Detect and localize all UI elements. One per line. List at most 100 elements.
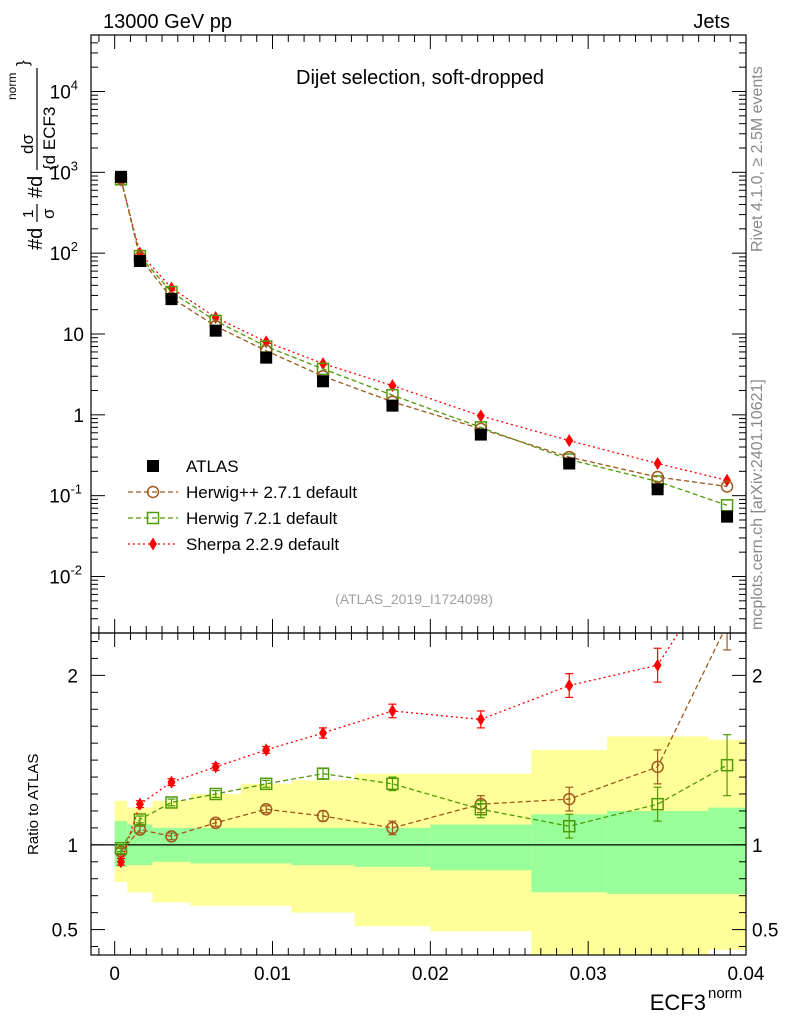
y-tick-exp: -2 xyxy=(70,562,82,577)
ratio-point-herwig-7-2-1-default xyxy=(562,819,576,833)
ratio-point-herwig-7-2-1-default xyxy=(114,841,128,855)
y-tick-exp: 4 xyxy=(71,78,78,93)
y-tick-label: 10 xyxy=(63,325,84,346)
ratio-point-sherpa-2-2-9-default xyxy=(116,855,125,869)
ratio-point-herwig-7-2-1-default xyxy=(259,777,273,791)
green-band-bin xyxy=(190,827,241,864)
mcplots-label: mcplots.cern.ch [arXiv:2401.10621] xyxy=(749,379,766,630)
green-band-bin xyxy=(607,810,709,894)
ratio-point-herwig-7-2-1-default xyxy=(386,777,399,791)
ratio-point-herwig-7-2-1-default xyxy=(209,787,222,801)
y-tick-base: 10 xyxy=(49,487,70,508)
main-point-sherpa-2-2-9-default xyxy=(388,379,397,393)
main-line-sherpa-2-2-9-default xyxy=(120,180,728,481)
green-band-bin xyxy=(708,807,746,894)
ratio-y-tick-label-right: 1 xyxy=(752,836,763,857)
ratio-point-herwig-2-7-1-default xyxy=(651,760,664,774)
y-tick-base: 10 xyxy=(50,163,71,184)
y-tick-base: 10 xyxy=(49,567,70,588)
ratio-point-herwig-2-7-1-default xyxy=(209,816,222,830)
legend-marker-atlas xyxy=(147,460,159,472)
ratio-point-sherpa-2-2-9-default xyxy=(319,726,328,740)
y-tick-exp: 3 xyxy=(71,158,78,173)
rivet-label: Rivet 4.1.0, ≥ 2.5M events xyxy=(749,66,766,252)
legend: ATLAS Herwig++ 2.7.1 default Herwig 7.2.1 … xyxy=(128,457,357,554)
process-label: Jets xyxy=(693,11,730,33)
main-point-sherpa-2-2-9-default xyxy=(476,409,485,423)
ratio-point-herwig-2-7-1-default xyxy=(316,809,330,823)
ylabel-close: } xyxy=(13,60,32,66)
ylabel-frac2-num: dσ xyxy=(18,134,37,154)
main-point-sherpa-2-2-9-default xyxy=(167,281,176,295)
ratio-series-group xyxy=(114,619,734,869)
green-band-bin xyxy=(240,827,292,864)
legend-label-herwig-7-2-1-default: Herwig 7.2.1 default xyxy=(186,509,337,528)
legend-marker-sherpa-2-2-9-default xyxy=(149,537,157,551)
x-tick-label: 0.01 xyxy=(254,964,291,985)
main-point-atlas xyxy=(260,351,273,364)
main-point-atlas xyxy=(209,324,222,337)
ylabel-frac1-num: 1 xyxy=(20,210,37,218)
y-tick-label: 10-2 xyxy=(49,562,82,588)
main-point-herwig-2-7-1-default xyxy=(651,470,664,484)
legend-label-herwig-2-7-1-default: Herwig++ 2.7.1 default xyxy=(186,483,357,502)
ratio-point-herwig-2-7-1-default xyxy=(722,619,733,630)
energy-label: 13000 GeV pp xyxy=(103,11,232,33)
ratio-point-herwig-7-2-1-default xyxy=(720,758,734,772)
ratio-point-herwig-2-7-1-default xyxy=(133,823,147,836)
ylabel-sup: norm xyxy=(5,73,19,100)
main-series-group xyxy=(114,170,734,523)
main-point-atlas xyxy=(165,293,178,306)
main-title: Dijet selection, soft-dropped xyxy=(296,67,544,89)
x-axis-label: ECF3 xyxy=(650,990,706,1015)
ratio-point-sherpa-2-2-9-default xyxy=(135,797,144,811)
main-point-atlas xyxy=(721,510,734,523)
y-tick-label: 1 xyxy=(73,406,84,427)
ratio-point-herwig-7-2-1-default xyxy=(133,813,147,826)
y-tick-label: 104 xyxy=(50,78,78,104)
ratio-uncertainty-bands xyxy=(91,736,746,955)
main-point-sherpa-2-2-9-default xyxy=(565,434,574,448)
ylabel-frac2-den: {d ECF3 xyxy=(40,107,59,170)
ratio-point-herwig-7-2-1-default xyxy=(474,803,488,816)
ratio-point-herwig-7-2-1-default xyxy=(316,767,330,780)
ratio-point-herwig-2-7-1-default xyxy=(259,803,273,816)
ratio-y-tick-label-right: 2 xyxy=(752,666,763,687)
x-tick-label: 0 xyxy=(109,964,120,985)
legend-marker-herwig-7-2-1-default xyxy=(146,511,160,525)
main-line-herwig-2-7-1-default xyxy=(120,178,728,488)
ratio-point-sherpa-2-2-9-default xyxy=(211,760,220,774)
main-point-atlas xyxy=(386,399,399,412)
main-point-atlas xyxy=(563,457,576,470)
y-tick-label: 102 xyxy=(50,239,78,265)
ratio-line-sherpa-2-2-9-default xyxy=(120,633,680,862)
ratio-y-tick-label: 1 xyxy=(67,836,78,857)
y-tick-label: 103 xyxy=(50,158,78,184)
y-tick-base: 10 xyxy=(50,244,71,265)
main-point-herwig-2-7-1-default xyxy=(720,480,734,493)
main-point-atlas xyxy=(114,170,127,183)
x-axis-label-sup: norm xyxy=(708,985,742,1002)
ratio-point-sherpa-2-2-9-default xyxy=(476,712,485,726)
ratio-y-tick-label-right: 0.5 xyxy=(752,921,778,942)
main-y-axis-label: #d 1 σ #d dσ {d ECF3 } norm xyxy=(5,60,59,250)
main-line-herwig-7-2-1-default xyxy=(120,179,728,506)
main-point-herwig-7-2-1-default xyxy=(316,362,330,376)
y-tick-exp: 2 xyxy=(71,239,78,254)
ratio-plot xyxy=(114,619,734,869)
y-tick-base: 10 xyxy=(50,83,71,104)
ratio-point-sherpa-2-2-9-default xyxy=(388,704,397,718)
main-point-atlas xyxy=(474,428,487,441)
ratio-point-herwig-7-2-1-default xyxy=(165,796,178,809)
ylabel-mid: #d xyxy=(25,176,47,198)
ratio-point-sherpa-2-2-9-default xyxy=(653,658,662,672)
green-band-bin xyxy=(430,824,532,871)
ratio-point-sherpa-2-2-9-default xyxy=(565,679,574,693)
ratio-point-sherpa-2-2-9-default xyxy=(167,775,176,789)
x-tick-label: 0.03 xyxy=(570,964,607,985)
ratio-point-herwig-2-7-1-default xyxy=(562,792,576,806)
green-band-bin xyxy=(291,827,355,866)
ratio-point-sherpa-2-2-9-default xyxy=(262,743,271,757)
